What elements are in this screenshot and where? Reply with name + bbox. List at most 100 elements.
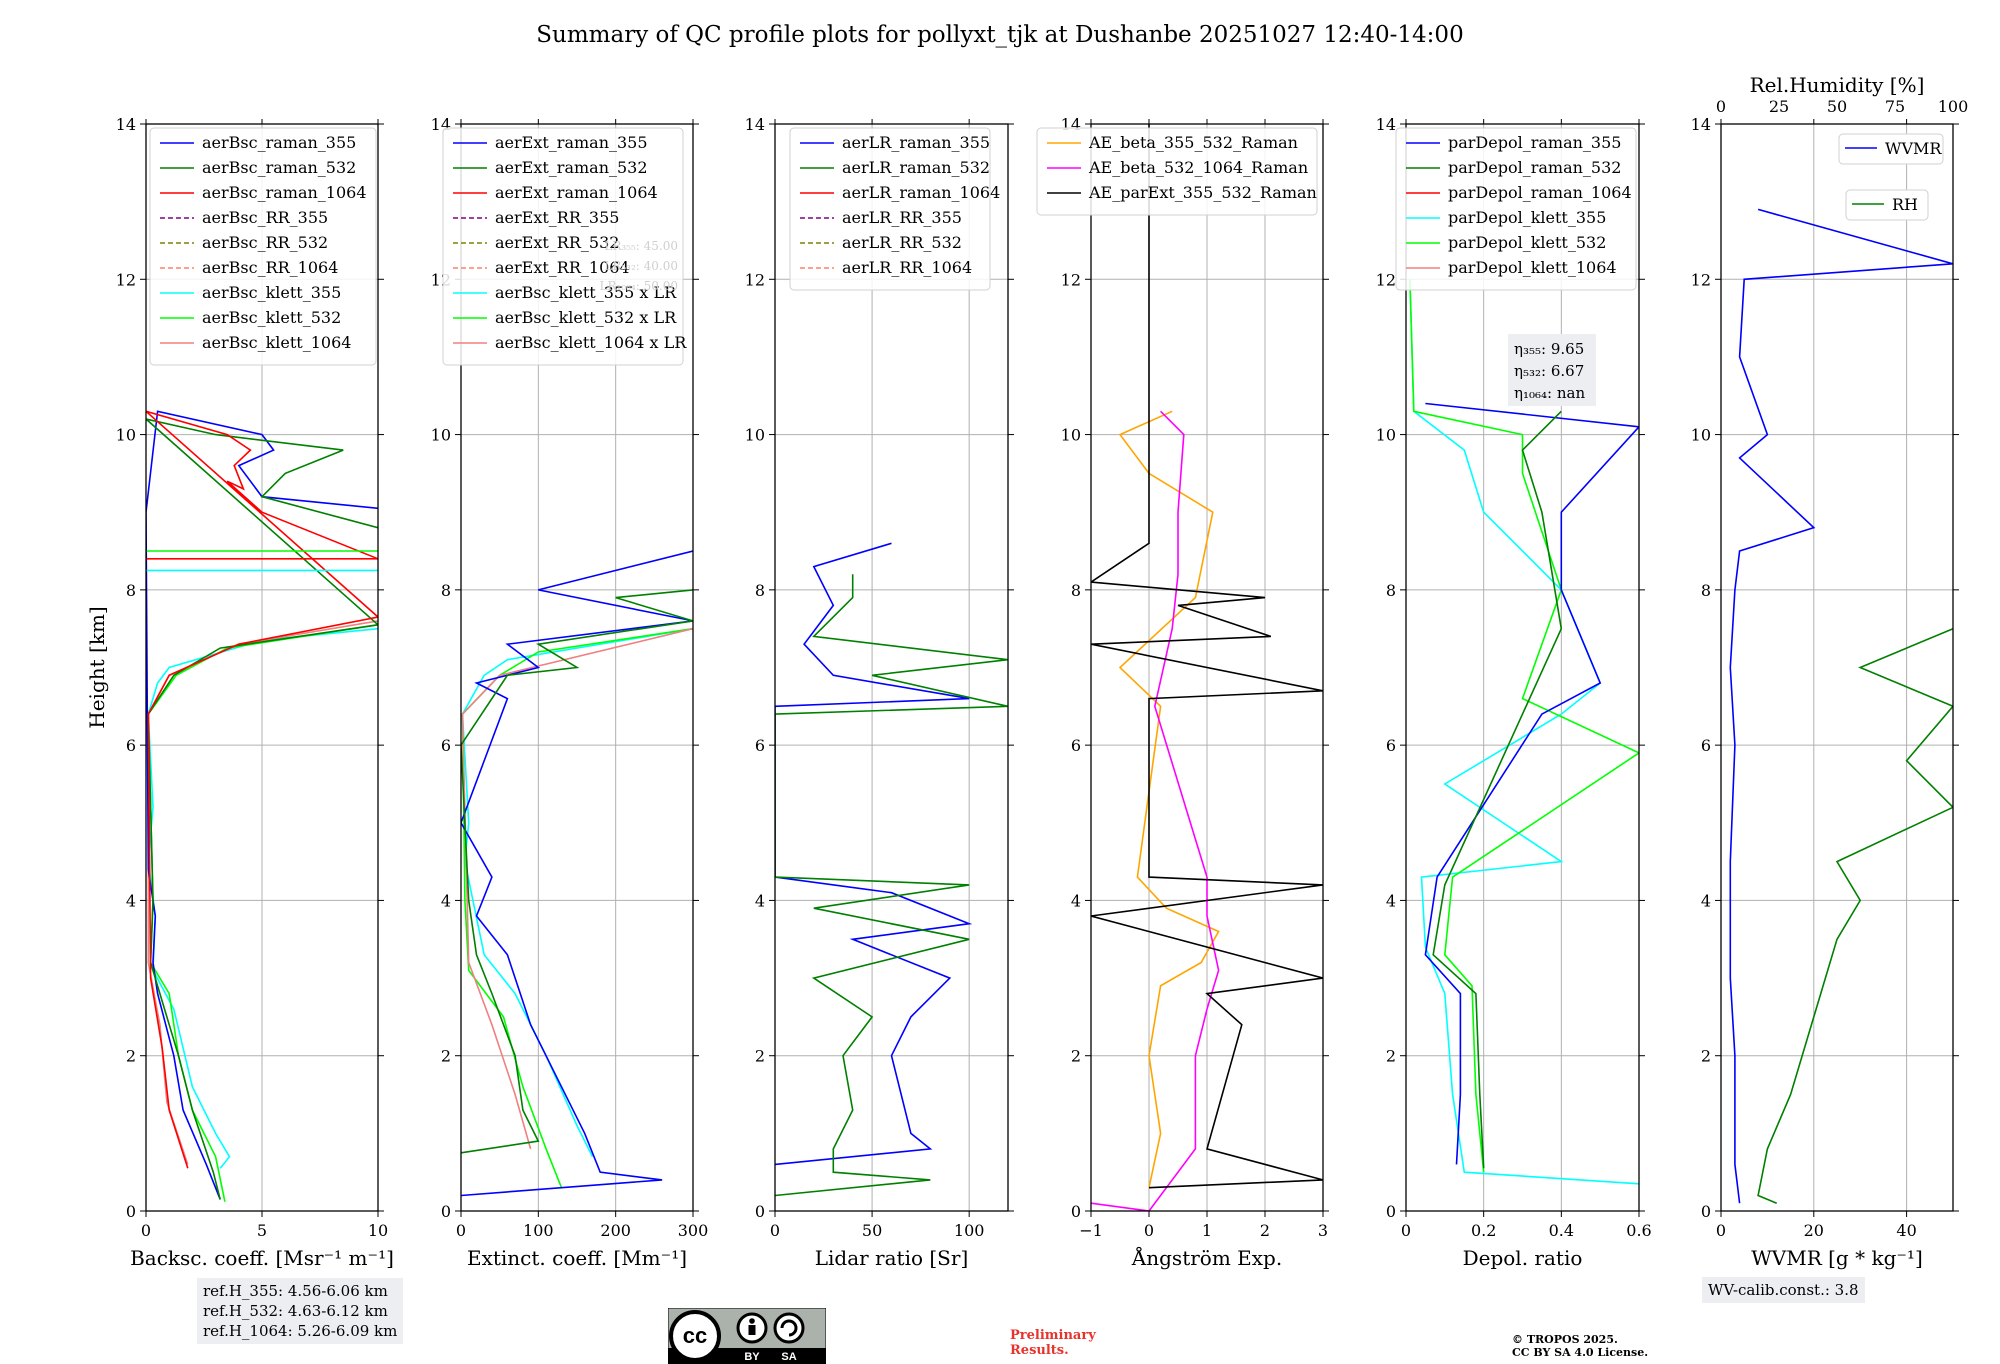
preliminary-note: Preliminary Results.: [1010, 1328, 1096, 1358]
y-tick-label-7: 14: [116, 115, 136, 134]
figure-title: Summary of QC profile plots for pollyxt_…: [536, 22, 1464, 48]
series-group: [1729, 208, 1953, 1204]
series-aerExt_raman_532: [461, 589, 693, 1154]
y-tick-label-2: 4: [1386, 891, 1396, 910]
x-tick-label-1: 100: [523, 1221, 554, 1240]
y-tick-label-5: 10: [116, 426, 136, 445]
series-aerLR_raman_532: [775, 574, 1008, 1197]
legend: aerExt_raman_355 aerExt_raman_532 aerExt_r…: [442, 127, 687, 366]
series-group: [461, 550, 693, 1197]
series-parDepol_klett_532: [1409, 279, 1639, 1173]
x-tick-label-3: 300: [678, 1221, 709, 1240]
reference-height-box: ref.H_355: 4.56-6.06 km ref.H_532: 4.63-…: [197, 1278, 404, 1344]
legend-label: aerBsc_klett_532 x LR: [495, 308, 677, 327]
legend-label: aerBsc_klett_1064: [202, 333, 351, 352]
lr-note-line-2: LR₁₀₆₄: 50.00: [600, 279, 678, 293]
y-tick-label-1: 2: [755, 1047, 765, 1066]
lr-note-line-0: LR₃₅₅: 45.00: [604, 239, 678, 253]
x-tick-label-2: 200: [600, 1221, 631, 1240]
x-tick-label-1: 0.2: [1471, 1221, 1496, 1240]
series-parDepol_raman_532: [1432, 410, 1563, 1169]
x-tick-label-0: 0: [770, 1221, 780, 1240]
legend-label: aerLR_raman_1064: [842, 183, 1000, 202]
y-tick-label-4: 8: [126, 581, 136, 600]
y-tick-label-0: 0: [1386, 1202, 1396, 1221]
legend-label: aerLR_RR_355: [842, 208, 962, 227]
y-tick-label-6: 12: [116, 270, 136, 289]
legend-label: parDepol_klett_1064: [1448, 258, 1617, 277]
y-tick-label-6: 12: [1691, 270, 1711, 289]
lr-note-line-1: LR₅₃₂: 40.00: [604, 259, 678, 273]
legend-label: WVMR: [1885, 139, 1942, 158]
y-tick-label-2: 4: [126, 891, 136, 910]
x-axis-label: WVMR [g * kg⁻¹]: [1751, 1246, 1923, 1270]
legend: AE_beta_355_532_Raman AE_beta_532_1064_Ra…: [1036, 127, 1318, 216]
y-tick-label-1: 2: [126, 1047, 136, 1066]
x-tick-label-1: 5: [257, 1221, 267, 1240]
legend-label: aerExt_raman_355: [495, 133, 648, 152]
legend-box: [1845, 189, 1929, 221]
y-tick-label-4: 8: [1071, 581, 1081, 600]
y-tick-label-3: 6: [126, 736, 136, 755]
cc-mark: cc: [683, 1323, 707, 1348]
y-tick-label-1: 2: [1701, 1047, 1711, 1066]
series-aerBsc_klett_355: [147, 627, 378, 1169]
y-tick-label-2: 4: [441, 891, 451, 910]
eta-line-1: η₅₃₂: 6.67: [1514, 362, 1584, 380]
x-axis-label: Lidar ratio [Sr]: [815, 1246, 969, 1270]
legend-box: [442, 127, 684, 366]
x-tick-label-2: 10: [368, 1221, 388, 1240]
series-aerExt_raman_355: [461, 550, 693, 1197]
y-tick-label-0: 0: [755, 1202, 765, 1221]
copyright-line-2: CC BY SA 4.0 License.: [1512, 1346, 1649, 1359]
x-tick-label-1: 20: [1804, 1221, 1824, 1240]
legend-label: aerExt_raman_532: [495, 158, 648, 177]
y-tick-label-6: 12: [1376, 270, 1396, 289]
y-tick-label-5: 10: [431, 426, 451, 445]
x-tick-label-0: 0: [1401, 1221, 1411, 1240]
top-x-tick-label-4: 100: [1938, 97, 1969, 116]
series-AE_beta_355_532_Raman: [1118, 410, 1220, 1188]
y-tick-label-2: 4: [1071, 891, 1081, 910]
legend-box: [789, 127, 991, 291]
y-tick-label-7: 14: [745, 115, 765, 134]
y-tick-label-6: 12: [745, 270, 765, 289]
panel-depol: 0 0.2 0.4 0.6 0 2 4 6 8 10 12 14 Depol. ratio parDepo…: [1376, 115, 1652, 1270]
axes-frame: [460, 123, 694, 1212]
legend-label: aerBsc_klett_532: [202, 308, 341, 327]
series-group: [1409, 279, 1639, 1185]
legend-label: aerBsc_raman_355: [202, 133, 356, 152]
y-tick-label-4: 8: [755, 581, 765, 600]
top-x-tick-label-3: 75: [1885, 97, 1905, 116]
top-x-axis-label: Rel.Humidity [%]: [1750, 73, 1925, 97]
legend-label: parDepol_raman_532: [1448, 158, 1621, 177]
eta-box: η₃₅₅: 9.65 η₅₃₂: 6.67 η₁₀₆₄: nan: [1508, 334, 1596, 406]
y-tick-label-5: 10: [745, 426, 765, 445]
series-parDepol_klett_355: [1409, 279, 1639, 1185]
series-RH: [1757, 627, 1953, 1204]
series-aerBsc_klett_1064: [147, 620, 378, 1165]
cc-by-label: BY: [744, 1351, 760, 1363]
legend-label: RH: [1892, 195, 1918, 214]
ref-line-1064: ref.H_1064: 5.26-6.09 km: [203, 1322, 398, 1340]
legend-label: aerBsc_raman_532: [202, 158, 356, 177]
legend-label: aerExt_RR_355: [495, 208, 619, 227]
y-tick-label-2: 4: [1701, 891, 1711, 910]
y-tick-label-3: 6: [1701, 736, 1711, 755]
legend-box: [1838, 133, 1944, 165]
y-tick-label-5: 10: [1691, 426, 1711, 445]
legend-label: parDepol_klett_532: [1448, 233, 1606, 252]
series-aerBsc_raman_355: [146, 410, 378, 1200]
top-x-tick-label-2: 50: [1827, 97, 1847, 116]
ref-line-532: ref.H_532: 4.63-6.12 km: [203, 1302, 388, 1320]
series-AE_beta_532_1064_Raman: [1091, 410, 1220, 1211]
series-group: [146, 410, 378, 1202]
copyright-note: © TROPOS 2025. CC BY SA 4.0 License.: [1512, 1333, 1648, 1359]
series-AE_parExt_355_532_Raman: [1091, 124, 1323, 1189]
legend-label: AE_parExt_355_532_Raman: [1088, 183, 1317, 202]
x-axis-label: Backsc. coeff. [Msr⁻¹ m⁻¹]: [130, 1246, 394, 1270]
y-tick-label-3: 6: [755, 736, 765, 755]
x-tick-label-0: 0: [1716, 1221, 1726, 1240]
